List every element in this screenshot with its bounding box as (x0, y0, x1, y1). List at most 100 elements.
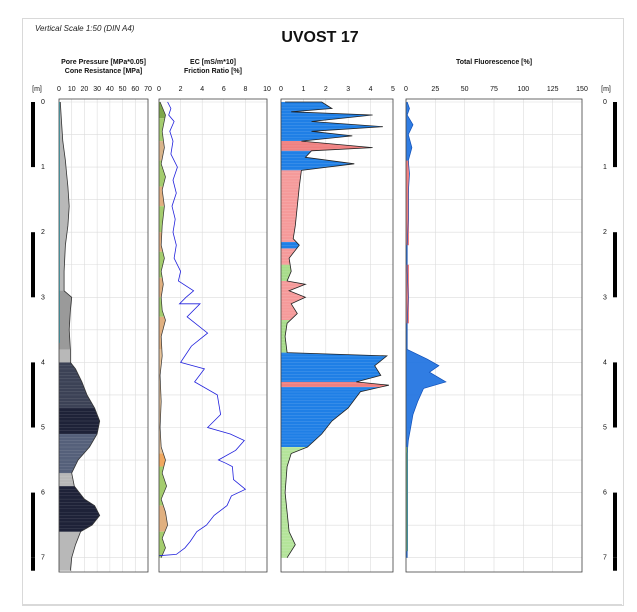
cone-resistance-fill-dark (59, 486, 100, 532)
depth-tick-label: 4 (41, 359, 45, 366)
depth-tick-label: 1 (41, 164, 45, 171)
depth-tick-label: 7 (41, 555, 45, 562)
friction-ratio-soil-band (159, 277, 168, 298)
panel-frame (158, 98, 268, 573)
tick-label-ec-fr: 8 (243, 86, 247, 93)
depth-tick-label: 5 (41, 425, 45, 432)
depth-tick-label: 0 (603, 99, 607, 106)
depth-tick-label: 6 (41, 490, 45, 497)
fluorescence-accent-band (406, 264, 409, 324)
friction-ratio-soil-band (159, 531, 168, 558)
tick-label-fluorescence: 0 (404, 86, 408, 93)
depth-bar-segment (31, 102, 35, 168)
friction-ratio-line (159, 101, 168, 558)
depth-bar-segment (31, 362, 35, 428)
depth-bar-segment (31, 557, 35, 571)
depth-tick-label: 5 (603, 425, 607, 432)
depth-unit-label-right: [m] (601, 86, 611, 93)
tick-label-cpt: 0 (57, 86, 61, 93)
tick-label-ec-fr: 2 (179, 86, 183, 93)
panel-title-ec-fr: EC [mS/m*10] (190, 59, 236, 66)
tick-label-cpt: 50 (119, 86, 127, 93)
panel-frame (405, 98, 583, 573)
panel-frame (280, 98, 394, 573)
depth-tick-label: 3 (603, 294, 607, 301)
depth-bar-segment (31, 492, 35, 558)
depth-bar-segment (613, 232, 617, 298)
friction-ratio-soil-band (159, 316, 168, 350)
friction-ratio-soil-band (159, 118, 168, 142)
depth-tick-label: 6 (603, 490, 607, 497)
channel-colour-band (281, 381, 389, 388)
channel-colour-band (281, 248, 389, 265)
tick-label-channels: 1 (301, 86, 305, 93)
total-fluorescence-fill (406, 102, 446, 558)
panel-title-fluorescence: Total Fluorescence [%] (456, 59, 532, 66)
fluorescence-accent-band (406, 160, 409, 246)
depth-bar-segment (31, 232, 35, 298)
tick-label-fluorescence: 150 (576, 86, 588, 93)
tick-label-cpt: 10 (68, 86, 76, 93)
friction-ratio-soil-band (159, 453, 168, 467)
cone-resistance-fill-dark (59, 290, 72, 350)
tick-label-channels: 0 (279, 86, 283, 93)
tick-label-ec-fr: 6 (222, 86, 226, 93)
panel-title-cpt: Pore Pressure [MPa*0.05] (61, 59, 146, 66)
depth-tick-label: 7 (603, 555, 607, 562)
depth-tick-label: 1 (603, 164, 607, 171)
tick-label-channels: 2 (324, 86, 328, 93)
depth-tick-label: 4 (603, 359, 607, 366)
tick-label-cpt: 30 (93, 86, 101, 93)
channel-colour-band (281, 141, 389, 151)
vertical-scale-note: Vertical Scale 1:50 (DIN A4) (35, 24, 135, 33)
total-response-line (284, 101, 389, 558)
footer-strip (22, 604, 622, 612)
depth-tick-label: 2 (41, 229, 45, 236)
tick-label-fluorescence: 100 (517, 86, 529, 93)
tick-label-fluorescence: 25 (431, 86, 439, 93)
panel-title-ec-fr: Friction Ratio [%] (184, 68, 242, 75)
channel-colour-band (281, 352, 389, 382)
tick-label-cpt: 70 (144, 86, 152, 93)
depth-bar-segment (613, 362, 617, 428)
tick-label-fluorescence: 50 (461, 86, 469, 93)
tick-label-ec-fr: 10 (263, 86, 271, 93)
friction-ratio-soil-band (159, 160, 168, 187)
tick-label-channels: 4 (369, 86, 373, 93)
tick-label-cpt: 40 (106, 86, 114, 93)
log-title: UVOST 17 (281, 29, 359, 46)
channel-colour-band (281, 320, 389, 353)
depth-unit-label-left: [m] (32, 86, 42, 93)
friction-ratio-soil-band (159, 141, 168, 161)
depth-tick-label: 2 (603, 229, 607, 236)
friction-ratio-soil-band (159, 349, 168, 454)
tick-label-channels: 3 (346, 86, 350, 93)
channel-colour-band (281, 447, 389, 558)
tick-label-fluorescence: 75 (490, 86, 498, 93)
tick-label-channels: 5 (391, 86, 395, 93)
total-fluorescence-line (406, 101, 447, 558)
tick-label-ec-fr: 0 (157, 86, 161, 93)
depth-bar-segment (613, 102, 617, 168)
friction-ratio-soil-band (159, 102, 168, 119)
tick-label-cpt: 60 (131, 86, 139, 93)
tick-label-ec-fr: 4 (200, 86, 204, 93)
panel-title-cpt: Cone Resistance [MPa] (65, 68, 142, 75)
ec-line (159, 101, 247, 557)
tick-label-fluorescence: 125 (547, 86, 559, 93)
depth-tick-label: 0 (41, 99, 45, 106)
cone-resistance-fill-dark (59, 434, 98, 474)
friction-ratio-soil-band (159, 466, 168, 506)
depth-tick-label: 3 (41, 294, 45, 301)
depth-bar-segment (613, 492, 617, 558)
friction-ratio-soil-band (159, 505, 168, 532)
channel-colour-band (281, 264, 389, 282)
depth-bar-segment (613, 557, 617, 571)
friction-ratio-soil-band (159, 297, 168, 317)
panel-frame (58, 98, 149, 573)
cone-resistance-fill-dark (59, 362, 95, 408)
tick-label-cpt: 20 (81, 86, 89, 93)
cone-resistance-line (59, 101, 101, 571)
